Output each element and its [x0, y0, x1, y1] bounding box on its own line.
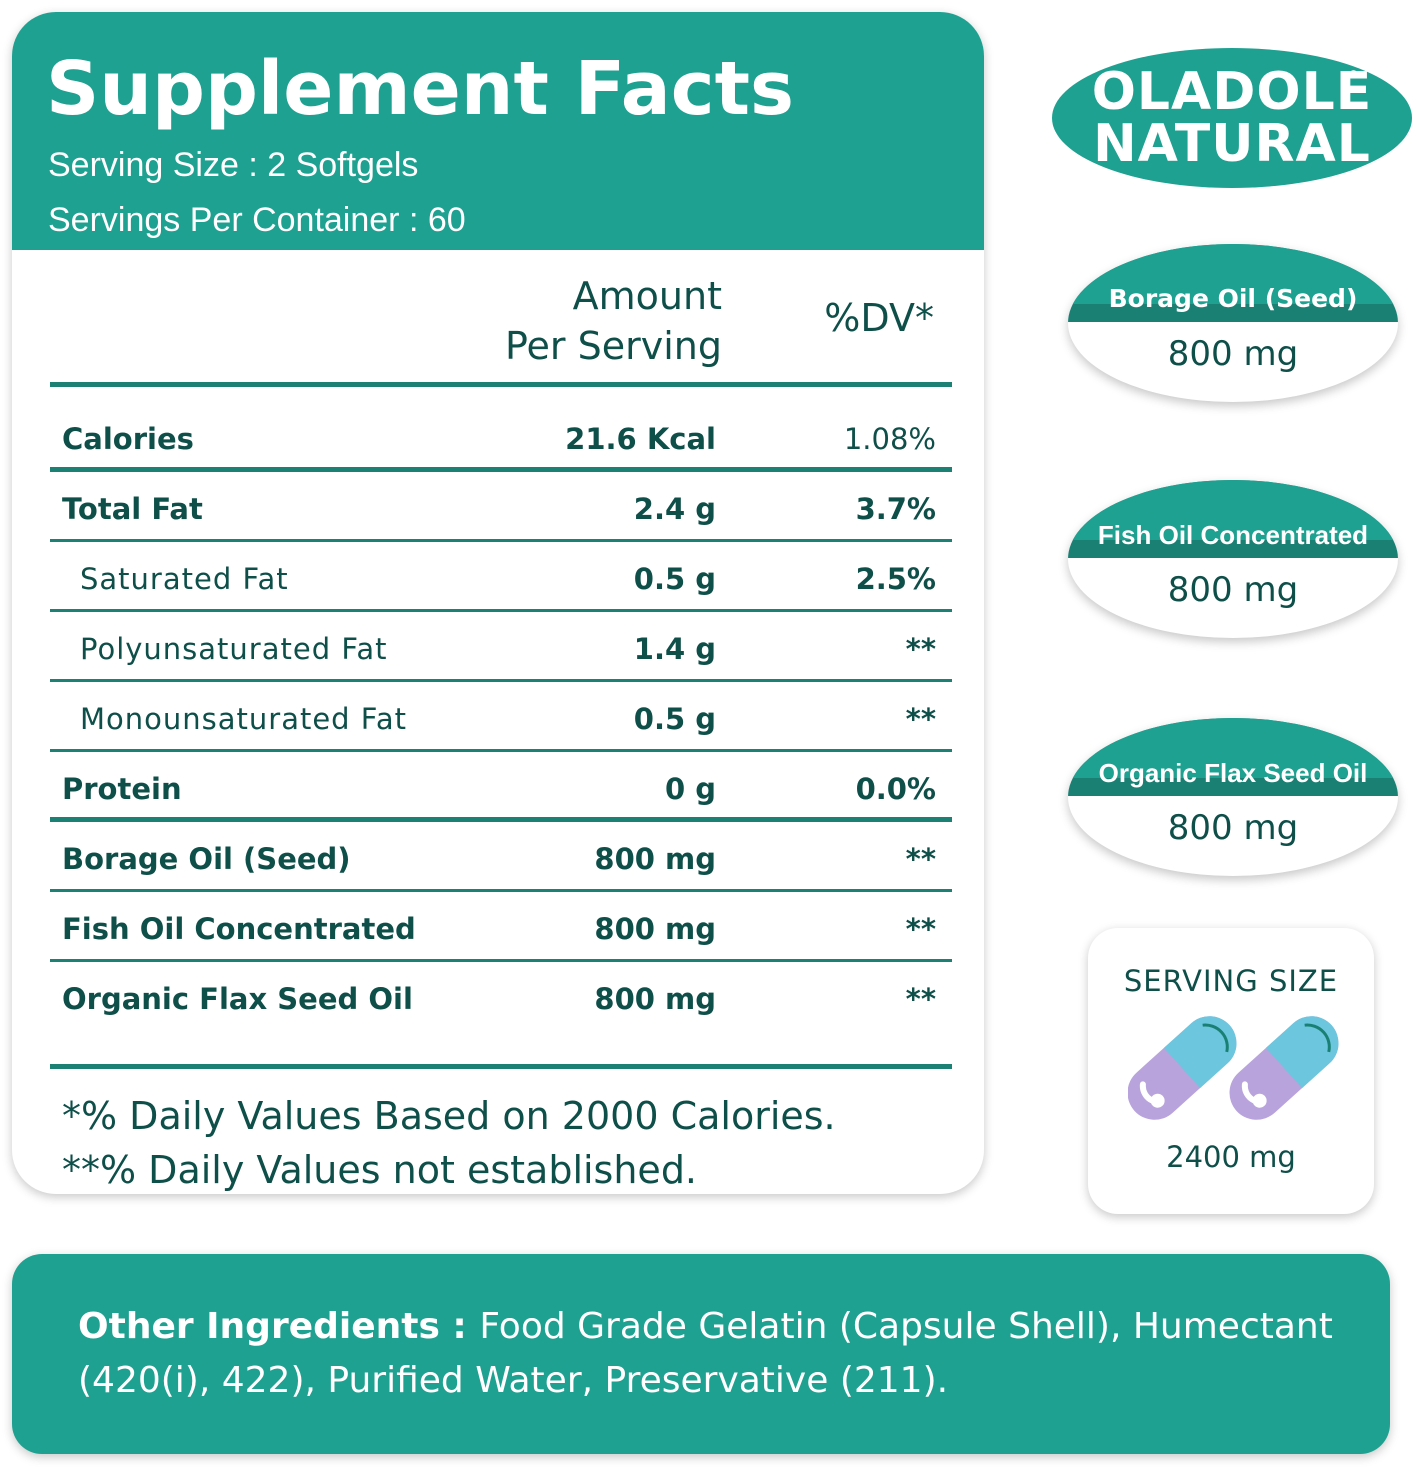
logo-line2: NATURAL — [1093, 114, 1371, 174]
other-ingredients-text: Other Ingredients : Food Grade Gelatin (… — [78, 1300, 1368, 1408]
nutrient-amount: 21.6 Kcal — [565, 422, 716, 456]
nutrient-name: Fish Oil Concentrated — [62, 912, 416, 946]
badge-band — [1068, 480, 1398, 558]
amount-header-line1: Amount — [572, 274, 722, 318]
table-row: Borage Oil (Seed) 800 mg ** — [50, 822, 952, 892]
badge-band — [1068, 718, 1398, 796]
footnote-daily-values: *% Daily Values Based on 2000 Calories. — [62, 1094, 836, 1138]
nutrient-dv: ** — [905, 702, 936, 736]
nutrient-dv: ** — [905, 632, 936, 666]
footer-divider — [50, 1064, 952, 1069]
nutrient-dv: 2.5% — [855, 562, 936, 596]
nutrient-dv: 3.7% — [855, 492, 936, 526]
nutrient-amount: 0.5 g — [633, 562, 716, 596]
softgel-capsule-icon — [1128, 1016, 1339, 1120]
nutrient-name: Organic Flax Seed Oil — [62, 982, 413, 1016]
table-row: Monounsaturated Fat 0.5 g ** — [50, 682, 952, 752]
nutrient-name: Borage Oil (Seed) — [62, 842, 351, 876]
badge-value: 800 mg — [1167, 334, 1299, 374]
header-divider — [50, 382, 952, 387]
serving-size-text: Serving Size : 2 Softgels — [48, 146, 419, 184]
serving-card-value: 2400 mg — [1166, 1140, 1296, 1174]
table-row: Polyunsaturated Fat 1.4 g ** — [50, 612, 952, 682]
dv-header: %DV* — [824, 296, 934, 340]
table-row: Saturated Fat 0.5 g 2.5% — [50, 542, 952, 612]
nutrient-amount: 800 mg — [594, 982, 716, 1016]
amount-header-line2: Per Serving — [504, 324, 722, 368]
badge-value: 800 mg — [1167, 808, 1299, 848]
table-row: Total Fat 2.4 g 3.7% — [50, 472, 952, 542]
nutrient-name: Calories — [62, 422, 194, 456]
other-ingredients-list: Food Grade Gelatin (Capsule Shell), Hume… — [78, 1306, 1333, 1401]
brand-logo: OLADOLE NATURAL ® — [1052, 48, 1412, 188]
facts-header: Supplement Facts Serving Size : 2 Softge… — [12, 12, 984, 250]
facts-table: Calories 21.6 Kcal 1.08% Total Fat 2.4 g… — [50, 402, 952, 1032]
nutrient-name: Monounsaturated Fat — [80, 702, 407, 736]
badge-flax-seed-oil: Organic Flax Seed Oil 800 mg — [1068, 718, 1398, 876]
nutrient-dv: ** — [905, 842, 936, 876]
badge-value: 800 mg — [1167, 570, 1299, 610]
nutrient-amount: 1.4 g — [633, 632, 716, 666]
badge-band — [1068, 244, 1398, 322]
nutrient-amount: 0.5 g — [633, 702, 716, 736]
serving-size-card: SERVING SIZE 2400 mg — [1088, 928, 1374, 1214]
badge-fish-oil: Fish Oil Concentrated 800 mg — [1068, 480, 1398, 638]
registered-mark: ® — [1348, 68, 1359, 81]
nutrient-name: Polyunsaturated Fat — [80, 632, 388, 666]
other-ingredients-panel: Other Ingredients : Food Grade Gelatin (… — [12, 1254, 1390, 1454]
servings-per-container-text: Servings Per Container : 60 — [48, 201, 466, 239]
badge-label: Borage Oil (Seed) — [1108, 284, 1358, 313]
serving-card-title: SERVING SIZE — [1123, 964, 1339, 998]
nutrient-name: Protein — [62, 772, 182, 806]
nutrient-name: Total Fat — [62, 492, 203, 526]
logo-line1: OLADOLE — [1091, 62, 1373, 122]
table-row: Fish Oil Concentrated 800 mg ** — [50, 892, 952, 962]
badge-borage-oil: Borage Oil (Seed) 800 mg — [1068, 244, 1398, 402]
nutrient-amount: 800 mg — [594, 842, 716, 876]
nutrient-name: Saturated Fat — [80, 562, 289, 596]
nutrient-amount: 0 g — [664, 772, 716, 806]
table-row: Organic Flax Seed Oil 800 mg ** — [50, 962, 952, 1032]
table-row: Protein 0 g 0.0% — [50, 752, 952, 822]
supplement-facts-panel: Supplement Facts Serving Size : 2 Softge… — [12, 12, 984, 1194]
nutrient-amount: 800 mg — [594, 912, 716, 946]
nutrient-dv: 1.08% — [843, 422, 936, 456]
footnote-not-established: **% Daily Values not established. — [62, 1148, 698, 1192]
badge-label: Fish Oil Concentrated — [1097, 520, 1369, 550]
badge-label: Organic Flax Seed Oil — [1098, 758, 1368, 788]
nutrient-amount: 2.4 g — [633, 492, 716, 526]
facts-title: Supplement Facts — [46, 46, 795, 132]
nutrient-dv: ** — [905, 982, 936, 1016]
table-row: Calories 21.6 Kcal 1.08% — [50, 402, 952, 472]
nutrient-dv: ** — [905, 912, 936, 946]
other-ingredients-label: Other Ingredients : — [78, 1306, 480, 1347]
nutrient-dv: 0.0% — [855, 772, 936, 806]
